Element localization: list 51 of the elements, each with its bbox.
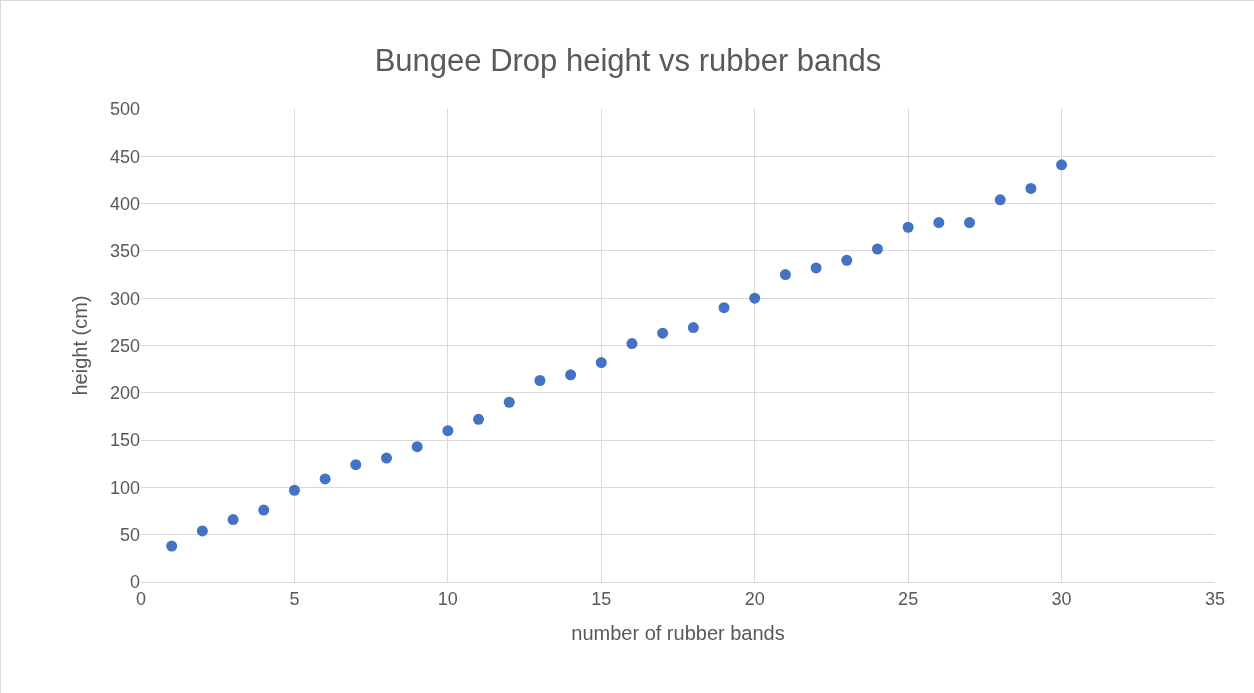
point [964, 217, 976, 229]
y-tick-label: 150 [109, 430, 140, 451]
y-tick-label: 0 [129, 572, 140, 593]
x-tick-label: 10 [437, 588, 458, 609]
y-tick-label: 50 [119, 525, 140, 545]
y-tick-label: 300 [109, 288, 140, 309]
y-tick-label: 200 [109, 383, 140, 404]
point [503, 396, 515, 408]
point [166, 540, 178, 552]
y-tick-label: 350 [109, 241, 140, 262]
point [288, 484, 300, 496]
point [534, 375, 546, 386]
point [258, 504, 270, 516]
point [841, 254, 853, 266]
point [595, 357, 607, 369]
point [657, 327, 669, 339]
point [994, 194, 1006, 206]
point [319, 473, 331, 485]
x-tick-label: 15 [591, 588, 612, 609]
y-tick-label: 250 [109, 335, 140, 356]
y-tick-label: 450 [109, 146, 140, 167]
y-tick-label: 400 [109, 193, 140, 214]
point [442, 425, 454, 437]
point [196, 525, 208, 537]
point [810, 262, 822, 274]
point [227, 514, 239, 526]
point [779, 269, 791, 281]
point [749, 292, 761, 304]
x-tick-label: 25 [898, 588, 919, 609]
point [871, 243, 883, 255]
point [1056, 159, 1068, 171]
x-tick-label: 5 [289, 588, 300, 609]
point [687, 322, 699, 334]
point [933, 217, 945, 229]
point [350, 459, 362, 471]
x-tick-label: 35 [1204, 588, 1226, 609]
y-tick-label: 100 [109, 477, 140, 498]
x-axis-title: number of rubber bands [571, 622, 785, 645]
point [902, 221, 914, 233]
point [380, 452, 392, 464]
y-axis-title: height (cm) [69, 295, 92, 396]
chart-title: Bungee Drop height vs rubber bands [374, 43, 882, 79]
point [626, 338, 638, 350]
point [411, 441, 423, 453]
y-tick-label: 500 [109, 99, 140, 120]
point [565, 369, 577, 381]
x-tick-label: 20 [744, 588, 765, 609]
x-tick-label: 30 [1051, 588, 1072, 609]
point [473, 413, 485, 425]
point [1025, 182, 1037, 194]
point [718, 302, 730, 314]
